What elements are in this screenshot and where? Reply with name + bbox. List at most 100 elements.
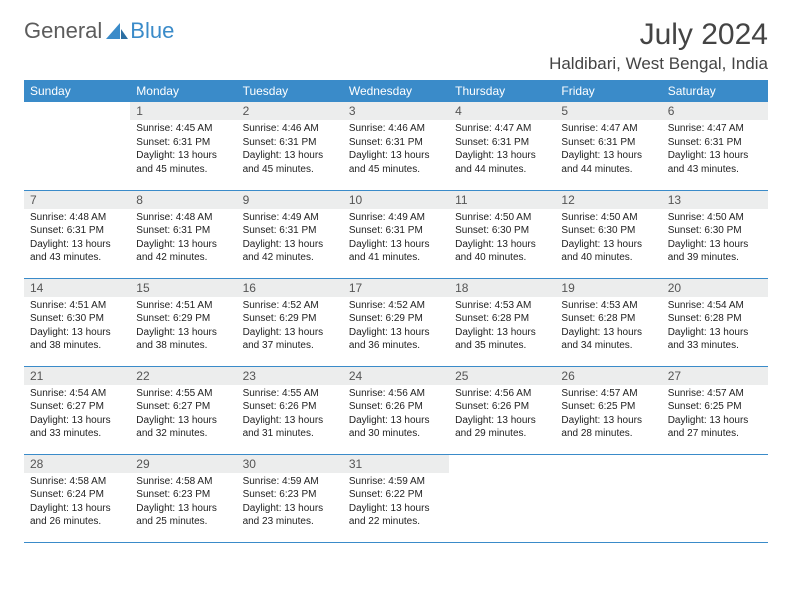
daylight-line: Daylight: 13 hours and 27 minutes.	[668, 414, 762, 441]
day-number: 20	[662, 279, 768, 297]
day-number: 25	[449, 367, 555, 385]
empty-cell	[449, 454, 555, 542]
sunrise-line: Sunrise: 4:59 AM	[243, 475, 337, 489]
daylight-line: Daylight: 13 hours and 32 minutes.	[136, 414, 230, 441]
sunset-line: Sunset: 6:28 PM	[561, 312, 655, 326]
logo: General Blue	[24, 18, 174, 44]
day-cell-10: 10Sunrise: 4:49 AMSunset: 6:31 PMDayligh…	[343, 190, 449, 278]
day-details: Sunrise: 4:51 AMSunset: 6:29 PMDaylight:…	[130, 297, 236, 357]
logo-sail-icon	[106, 23, 128, 39]
day-details: Sunrise: 4:48 AMSunset: 6:31 PMDaylight:…	[24, 209, 130, 269]
day-details: Sunrise: 4:47 AMSunset: 6:31 PMDaylight:…	[449, 120, 555, 180]
sunrise-line: Sunrise: 4:48 AM	[30, 211, 124, 225]
header: General Blue July 2024 Haldibari, West B…	[24, 18, 768, 74]
sunrise-line: Sunrise: 4:56 AM	[455, 387, 549, 401]
day-cell-18: 18Sunrise: 4:53 AMSunset: 6:28 PMDayligh…	[449, 278, 555, 366]
day-number: 24	[343, 367, 449, 385]
sunrise-line: Sunrise: 4:50 AM	[668, 211, 762, 225]
sunrise-line: Sunrise: 4:46 AM	[243, 122, 337, 136]
sunrise-line: Sunrise: 4:54 AM	[668, 299, 762, 313]
daylight-line: Daylight: 13 hours and 38 minutes.	[136, 326, 230, 353]
dayname-saturday: Saturday	[662, 80, 768, 102]
day-number: 9	[237, 191, 343, 209]
day-cell-3: 3Sunrise: 4:46 AMSunset: 6:31 PMDaylight…	[343, 102, 449, 190]
sunset-line: Sunset: 6:31 PM	[349, 224, 443, 238]
sunset-line: Sunset: 6:23 PM	[243, 488, 337, 502]
day-number: 4	[449, 102, 555, 120]
day-cell-31: 31Sunrise: 4:59 AMSunset: 6:22 PMDayligh…	[343, 454, 449, 542]
daylight-line: Daylight: 13 hours and 34 minutes.	[561, 326, 655, 353]
day-number: 8	[130, 191, 236, 209]
daylight-line: Daylight: 13 hours and 40 minutes.	[455, 238, 549, 265]
day-details: Sunrise: 4:55 AMSunset: 6:27 PMDaylight:…	[130, 385, 236, 445]
sunrise-line: Sunrise: 4:47 AM	[561, 122, 655, 136]
day-number: 26	[555, 367, 661, 385]
day-number: 31	[343, 455, 449, 473]
dayname-monday: Monday	[130, 80, 236, 102]
day-cell-29: 29Sunrise: 4:58 AMSunset: 6:23 PMDayligh…	[130, 454, 236, 542]
sunset-line: Sunset: 6:26 PM	[349, 400, 443, 414]
sunrise-line: Sunrise: 4:59 AM	[349, 475, 443, 489]
title-block: July 2024 Haldibari, West Bengal, India	[549, 18, 768, 74]
day-cell-30: 30Sunrise: 4:59 AMSunset: 6:23 PMDayligh…	[237, 454, 343, 542]
sunrise-line: Sunrise: 4:52 AM	[243, 299, 337, 313]
day-number: 2	[237, 102, 343, 120]
daylight-line: Daylight: 13 hours and 28 minutes.	[561, 414, 655, 441]
sunrise-line: Sunrise: 4:53 AM	[455, 299, 549, 313]
daylight-line: Daylight: 13 hours and 37 minutes.	[243, 326, 337, 353]
sunset-line: Sunset: 6:29 PM	[136, 312, 230, 326]
day-cell-11: 11Sunrise: 4:50 AMSunset: 6:30 PMDayligh…	[449, 190, 555, 278]
day-number: 6	[662, 102, 768, 120]
daylight-line: Daylight: 13 hours and 30 minutes.	[349, 414, 443, 441]
day-cell-20: 20Sunrise: 4:54 AMSunset: 6:28 PMDayligh…	[662, 278, 768, 366]
day-number: 3	[343, 102, 449, 120]
sunrise-line: Sunrise: 4:47 AM	[455, 122, 549, 136]
day-number: 22	[130, 367, 236, 385]
daylight-line: Daylight: 13 hours and 45 minutes.	[243, 149, 337, 176]
sunset-line: Sunset: 6:31 PM	[136, 136, 230, 150]
dayname-sunday: Sunday	[24, 80, 130, 102]
sunset-line: Sunset: 6:31 PM	[243, 136, 337, 150]
sunset-line: Sunset: 6:27 PM	[136, 400, 230, 414]
day-cell-4: 4Sunrise: 4:47 AMSunset: 6:31 PMDaylight…	[449, 102, 555, 190]
day-number: 12	[555, 191, 661, 209]
daylight-line: Daylight: 13 hours and 44 minutes.	[561, 149, 655, 176]
daylight-line: Daylight: 13 hours and 43 minutes.	[668, 149, 762, 176]
sunset-line: Sunset: 6:26 PM	[455, 400, 549, 414]
sunrise-line: Sunrise: 4:55 AM	[243, 387, 337, 401]
day-details: Sunrise: 4:59 AMSunset: 6:22 PMDaylight:…	[343, 473, 449, 533]
daylight-line: Daylight: 13 hours and 26 minutes.	[30, 502, 124, 529]
empty-cell	[24, 102, 130, 190]
daylight-line: Daylight: 13 hours and 39 minutes.	[668, 238, 762, 265]
day-cell-7: 7Sunrise: 4:48 AMSunset: 6:31 PMDaylight…	[24, 190, 130, 278]
daylight-line: Daylight: 13 hours and 33 minutes.	[30, 414, 124, 441]
day-cell-24: 24Sunrise: 4:56 AMSunset: 6:26 PMDayligh…	[343, 366, 449, 454]
daylight-line: Daylight: 13 hours and 33 minutes.	[668, 326, 762, 353]
day-number: 10	[343, 191, 449, 209]
calendar-table: SundayMondayTuesdayWednesdayThursdayFrid…	[24, 80, 768, 543]
sunset-line: Sunset: 6:28 PM	[668, 312, 762, 326]
day-number: 16	[237, 279, 343, 297]
day-cell-27: 27Sunrise: 4:57 AMSunset: 6:25 PMDayligh…	[662, 366, 768, 454]
day-cell-15: 15Sunrise: 4:51 AMSunset: 6:29 PMDayligh…	[130, 278, 236, 366]
daylight-line: Daylight: 13 hours and 43 minutes.	[30, 238, 124, 265]
day-details: Sunrise: 4:54 AMSunset: 6:27 PMDaylight:…	[24, 385, 130, 445]
day-details: Sunrise: 4:57 AMSunset: 6:25 PMDaylight:…	[555, 385, 661, 445]
day-number: 14	[24, 279, 130, 297]
day-details: Sunrise: 4:55 AMSunset: 6:26 PMDaylight:…	[237, 385, 343, 445]
dayname-friday: Friday	[555, 80, 661, 102]
day-details: Sunrise: 4:50 AMSunset: 6:30 PMDaylight:…	[662, 209, 768, 269]
daylight-line: Daylight: 13 hours and 36 minutes.	[349, 326, 443, 353]
sunset-line: Sunset: 6:31 PM	[30, 224, 124, 238]
day-details: Sunrise: 4:54 AMSunset: 6:28 PMDaylight:…	[662, 297, 768, 357]
sunrise-line: Sunrise: 4:55 AM	[136, 387, 230, 401]
daylight-line: Daylight: 13 hours and 29 minutes.	[455, 414, 549, 441]
day-number: 18	[449, 279, 555, 297]
day-number: 19	[555, 279, 661, 297]
daylight-line: Daylight: 13 hours and 45 minutes.	[349, 149, 443, 176]
sunrise-line: Sunrise: 4:57 AM	[668, 387, 762, 401]
day-details: Sunrise: 4:46 AMSunset: 6:31 PMDaylight:…	[343, 120, 449, 180]
day-cell-8: 8Sunrise: 4:48 AMSunset: 6:31 PMDaylight…	[130, 190, 236, 278]
day-number: 5	[555, 102, 661, 120]
day-cell-12: 12Sunrise: 4:50 AMSunset: 6:30 PMDayligh…	[555, 190, 661, 278]
